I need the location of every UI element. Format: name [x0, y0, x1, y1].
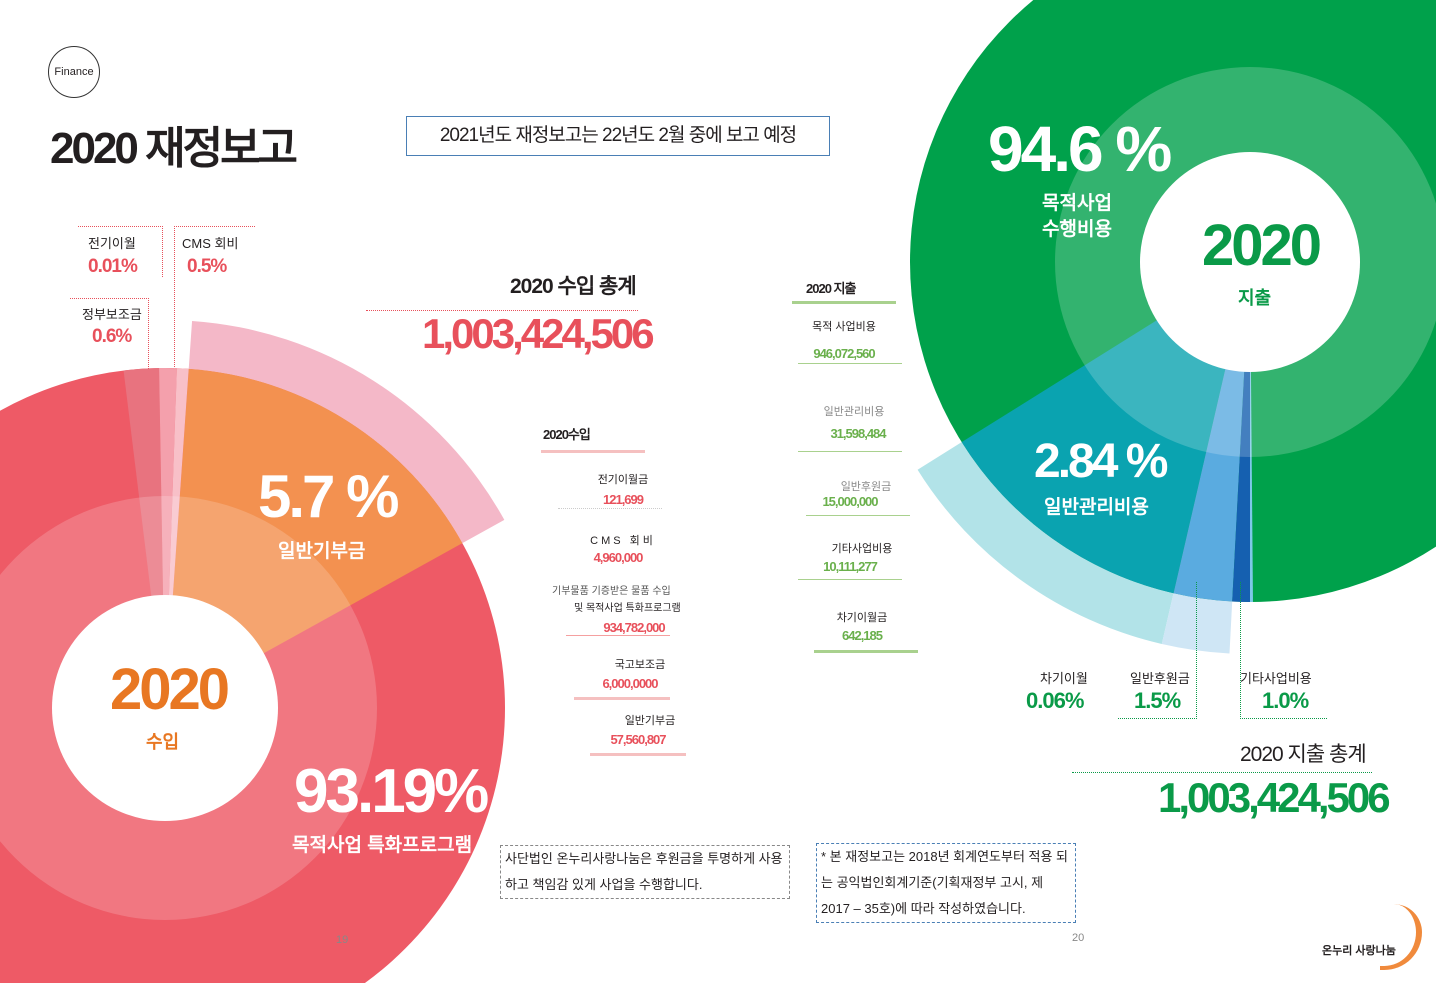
divider: [806, 515, 910, 516]
income-item-value: 6,000,0000: [602, 676, 658, 691]
program-pct: 93.19%: [294, 757, 489, 826]
expense-item-value: 31,598,484: [830, 426, 886, 441]
expense-item-label: 목적 사업비용: [812, 321, 876, 333]
callout-pct: 0.5%: [187, 256, 227, 277]
income-item-label: 및 목적사업 특화프로그램: [574, 603, 681, 614]
divider: [541, 450, 645, 453]
slice-sponsor-outer: [1161, 593, 1233, 654]
income-item-value: 934,782,000: [603, 620, 665, 635]
divider: [1072, 772, 1372, 773]
income-item-value: 4,960,000: [593, 550, 644, 565]
logo-text: 온누리 사랑나눔: [1322, 945, 1396, 957]
program-label: 목적사업 특화프로그램: [292, 835, 473, 856]
divider: [814, 650, 918, 653]
income-center-year: 2020: [110, 657, 230, 722]
divider: [792, 301, 896, 304]
income-item-label: CMS 회비: [590, 535, 656, 547]
income-item-label: 일반기부금: [624, 715, 676, 727]
divider: [798, 451, 902, 452]
expense-donut: [910, 0, 1436, 654]
divider: [590, 753, 686, 756]
donation-label: 일반기부금: [278, 541, 366, 562]
income-item-value: 57,560,807: [610, 732, 666, 747]
callout-pct: 0.06%: [1026, 688, 1084, 713]
admin-label: 일반관리비용: [1044, 497, 1149, 518]
divider: [798, 363, 902, 364]
expense-total-value: 1,003,424,506: [1158, 774, 1391, 821]
expense-center-label: 지출: [1238, 288, 1272, 308]
income-item-label: 전기이월금: [597, 474, 649, 486]
income-center: [52, 595, 278, 821]
purpose-pct: 94.6 %: [988, 113, 1172, 185]
divider: [798, 579, 902, 580]
expense-center-year: 2020: [1202, 213, 1322, 278]
expense-item-label: 일반관리비용: [823, 406, 885, 418]
page-number: 20: [1072, 932, 1085, 944]
slice-donation-outer: [188, 320, 505, 544]
purpose-label: 목적사업: [1042, 193, 1112, 214]
admin-pct: 2.84 %: [1034, 435, 1168, 488]
divider: [566, 635, 670, 636]
income-item-value: 121,699: [603, 492, 644, 507]
expense-list-title: 2020 지출: [806, 281, 856, 296]
expense-item-label: 차기이월금: [836, 612, 888, 624]
divider: [558, 508, 662, 509]
income-donut: [0, 320, 506, 983]
callout-label: 차기이월: [1040, 671, 1088, 686]
income-center-label: 수입: [146, 732, 180, 752]
expense-item-label: 기타사업비용: [831, 543, 893, 555]
callout-label: 일반후원금: [1130, 671, 1190, 686]
callout-pct: 1.0%: [1262, 688, 1309, 713]
page-number: 19: [336, 934, 349, 946]
callout-pct: 0.01%: [88, 256, 138, 277]
callout-label: 전기이월: [88, 236, 136, 251]
expense-item-value: 946,072,560: [813, 346, 875, 361]
callout-pct: 0.6%: [92, 326, 132, 347]
expense-note: * 본 재정보고는 2018년 회계연도부터 적용 되는 공익법인회계기준(기획…: [816, 843, 1076, 923]
purpose-label: 수행비용: [1042, 219, 1112, 240]
finance-badge: Finance: [48, 46, 100, 98]
callout-label: CMS 회비: [182, 236, 239, 251]
income-item-label: 기부물품 기증받은 물품 수입: [552, 586, 671, 597]
callout-box: [174, 226, 255, 367]
income-list-title: 2020수입: [543, 427, 591, 442]
expense-item-value: 15,000,000: [822, 494, 878, 509]
callout-box: [1118, 582, 1197, 719]
notice-box: 2021년도 재정보고는 22년도 2월 중에 보고 예정: [406, 116, 830, 156]
page-title: 2020 재정보고: [50, 124, 298, 173]
divider: [366, 310, 638, 311]
callout-label: 정부보조금: [82, 307, 142, 322]
expense-center: [1140, 152, 1360, 372]
income-total-value: 1,003,424,506: [422, 310, 655, 357]
expense-item-value: 642,185: [842, 628, 883, 643]
slice-admin-outer: [917, 442, 1174, 644]
income-item-label: 국고보조금: [614, 659, 666, 671]
callout-box: [78, 226, 163, 277]
divider: [574, 697, 670, 700]
income-note: 사단법인 온누리사랑나눔은 후원금을 투명하게 사용하고 책임감 있게 사업을 …: [500, 845, 790, 899]
donation-pct: 5.7 %: [258, 463, 399, 530]
callout-box: [1240, 582, 1327, 719]
expense-item-value: 10,111,277: [823, 559, 878, 574]
callout-label: 기타사업비용: [1240, 671, 1312, 686]
slice-cms: [159, 367, 177, 708]
expense-item-label: 일반후원금: [840, 481, 892, 493]
callout-box: [70, 298, 149, 369]
callout-pct: 1.5%: [1134, 688, 1181, 713]
income-total-title: 2020 수입 총계: [510, 275, 637, 298]
expense-total-title: 2020 지출 총계: [1240, 743, 1367, 766]
